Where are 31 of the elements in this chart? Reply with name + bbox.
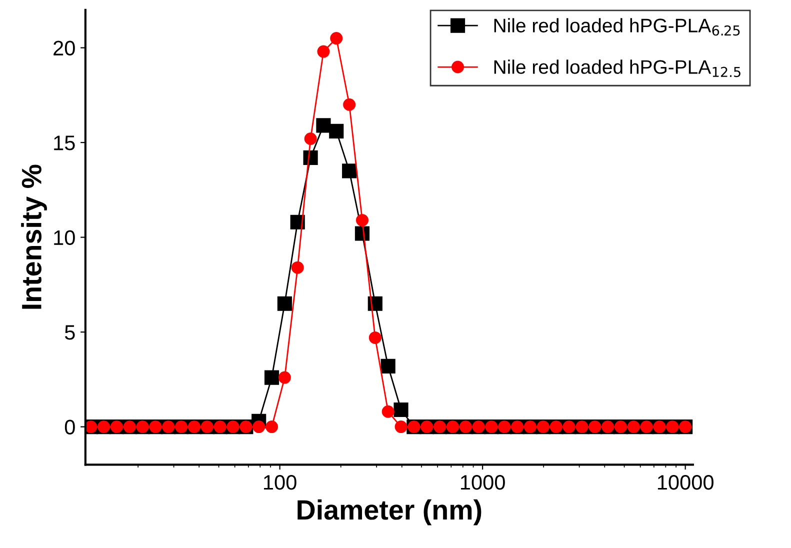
point xyxy=(380,358,396,374)
point xyxy=(264,370,280,385)
point xyxy=(394,420,408,434)
point xyxy=(266,420,278,434)
point xyxy=(317,45,330,58)
y-tick-label: 15 xyxy=(54,136,75,150)
point xyxy=(382,405,394,418)
point xyxy=(330,32,343,45)
point xyxy=(343,98,356,111)
point xyxy=(368,331,382,344)
legend-label: Nile red loaded hPG-PLA$_{12.5}$ xyxy=(494,60,740,78)
y-tick-label: 0 xyxy=(64,420,75,435)
point xyxy=(252,420,266,434)
x-tick-label: 10000 xyxy=(658,474,714,490)
x-tick-label: 100 xyxy=(264,474,296,490)
point xyxy=(394,402,408,418)
point xyxy=(291,261,304,274)
point xyxy=(329,124,344,138)
y-tick-label: 20 xyxy=(54,40,75,56)
point xyxy=(278,371,291,384)
legend-label: Nile red loaded hPG-PLA$_{6.25}$ xyxy=(494,18,740,36)
point xyxy=(277,296,292,311)
x-tick-label: 1000 xyxy=(460,474,505,490)
point xyxy=(356,214,368,226)
point xyxy=(342,164,357,178)
point xyxy=(304,132,317,145)
point xyxy=(316,118,331,133)
y-axis-title: Intensity % xyxy=(21,164,47,309)
y-tick-label: 10 xyxy=(54,230,75,246)
x-axis-title: Diameter (nm) xyxy=(298,499,482,526)
y-tick-label: 5 xyxy=(64,325,75,340)
